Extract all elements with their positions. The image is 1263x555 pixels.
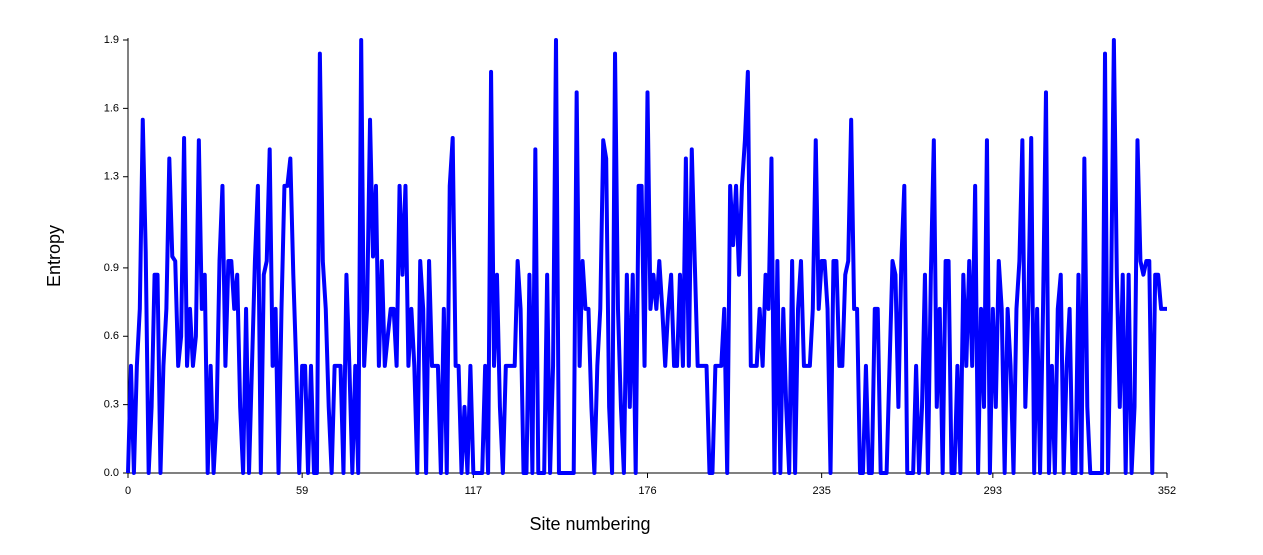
y-tick-label: 1.9 [104, 34, 119, 46]
y-axis-title: Entropy [44, 225, 64, 287]
y-tick-label: 1.3 [104, 171, 119, 183]
x-tick-label: 117 [465, 485, 483, 497]
x-tick-label: 176 [638, 485, 656, 497]
y-tick-label: 0.3 [104, 399, 119, 411]
x-tick-label: 352 [1158, 485, 1176, 497]
data-line [126, 38, 1167, 475]
x-tick-label: 0 [125, 485, 131, 497]
y-tick-label: 0.0 [104, 467, 119, 479]
x-tick-label: 235 [812, 485, 830, 497]
x-tick-label: 59 [296, 485, 308, 497]
y-tick-label: 0.9 [104, 262, 119, 274]
x-axis-title: Site numbering [529, 514, 650, 534]
y-tick-label: 0.6 [104, 330, 119, 342]
x-tick-label: 293 [984, 485, 1002, 497]
y-tick-label: 1.6 [104, 102, 119, 114]
